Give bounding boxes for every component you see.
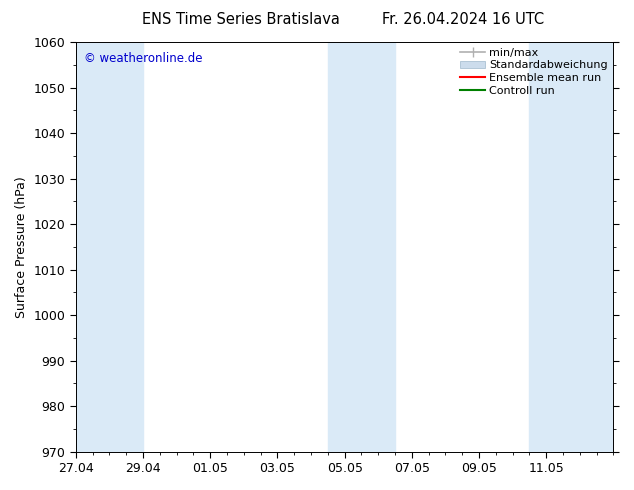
Text: Fr. 26.04.2024 16 UTC: Fr. 26.04.2024 16 UTC bbox=[382, 12, 544, 27]
Y-axis label: Surface Pressure (hPa): Surface Pressure (hPa) bbox=[15, 176, 28, 318]
Legend: min/max, Standardabweichung, Ensemble mean run, Controll run: min/max, Standardabweichung, Ensemble me… bbox=[458, 46, 610, 98]
Bar bbox=[328, 42, 395, 452]
Text: ENS Time Series Bratislava: ENS Time Series Bratislava bbox=[142, 12, 340, 27]
Bar bbox=[110, 42, 143, 452]
Text: © weatheronline.de: © weatheronline.de bbox=[84, 52, 202, 65]
Bar bbox=[529, 42, 614, 452]
Bar bbox=[76, 42, 110, 452]
